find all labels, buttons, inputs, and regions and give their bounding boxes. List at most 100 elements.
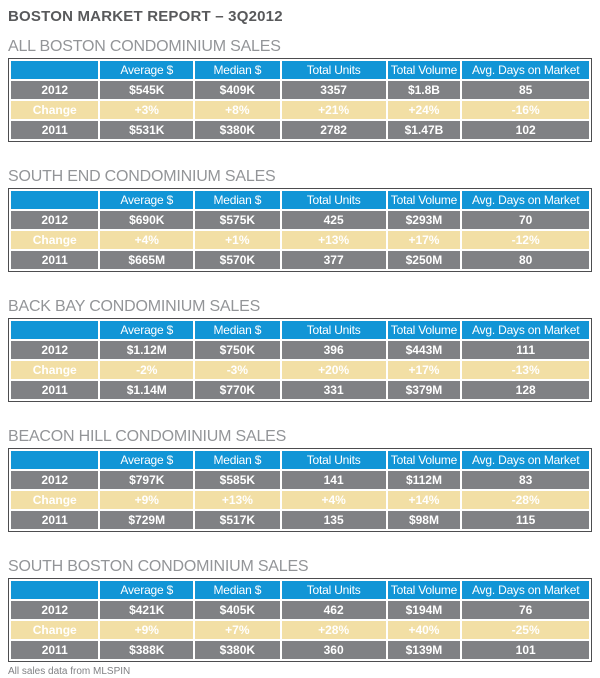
sales-table: Average $ Median $ Total Units Total Volume… — [8, 448, 592, 532]
data-cell: +14% — [387, 491, 461, 509]
table-row: Change -2% -3% +20% +17% -13% — [11, 361, 589, 379]
data-cell: $388K — [100, 641, 194, 659]
sales-section: BEACON HILL CONDOMINIUM SALES Average $ M… — [8, 428, 592, 532]
column-header: Avg. Days on Market — [462, 191, 589, 209]
row-label: 2011 — [11, 121, 99, 139]
column-header: Avg. Days on Market — [462, 451, 589, 469]
data-cell: 111 — [462, 341, 589, 359]
data-cell: 462 — [281, 601, 386, 619]
sales-table: Average $ Median $ Total Units Total Volume… — [8, 58, 592, 142]
row-label: 2012 — [11, 81, 99, 99]
sales-section: SOUTH END CONDOMINIUM SALES Average $ Med… — [8, 168, 592, 272]
data-cell: 425 — [281, 211, 386, 229]
data-cell: $517K — [195, 511, 280, 529]
data-cell: $1.47B — [387, 121, 461, 139]
column-header: Average $ — [100, 61, 194, 79]
sales-table: Average $ Median $ Total Units Total Volume… — [8, 578, 592, 662]
column-header: Total Volume — [387, 451, 461, 469]
data-cell: 360 — [281, 641, 386, 659]
column-header: Median $ — [195, 451, 280, 469]
data-cell: -12% — [462, 231, 589, 249]
data-cell: $194M — [387, 601, 461, 619]
data-cell: $112M — [387, 471, 461, 489]
sections-container: ALL BOSTON CONDOMINIUM SALES Average $ Me… — [8, 38, 592, 662]
data-cell: 141 — [281, 471, 386, 489]
data-cell: 128 — [462, 381, 589, 399]
data-cell: +17% — [387, 231, 461, 249]
table-row: 2012 $690K $575K 425 $293M 70 — [11, 211, 589, 229]
table-row: Change +9% +13% +4% +14% -28% — [11, 491, 589, 509]
column-header-blank — [11, 581, 99, 599]
table-row: Change +9% +7% +28% +40% -25% — [11, 621, 589, 639]
data-cell: $443M — [387, 341, 461, 359]
sales-section: ALL BOSTON CONDOMINIUM SALES Average $ Me… — [8, 38, 592, 142]
data-cell: 83 — [462, 471, 589, 489]
column-header: Total Volume — [387, 61, 461, 79]
header-row: Average $ Median $ Total Units Total Volume… — [11, 191, 589, 209]
table-row: 2012 $797K $585K 141 $112M 83 — [11, 471, 589, 489]
table-row: 2012 $421K $405K 462 $194M 76 — [11, 601, 589, 619]
data-cell: +7% — [195, 621, 280, 639]
column-header: Median $ — [195, 321, 280, 339]
data-cell: $380K — [195, 641, 280, 659]
data-cell: $690K — [100, 211, 194, 229]
table-row: 2011 $1.14M $770K 331 $379M 128 — [11, 381, 589, 399]
data-cell: 396 — [281, 341, 386, 359]
data-cell: $1.14M — [100, 381, 194, 399]
sales-table: Average $ Median $ Total Units Total Volume… — [8, 188, 592, 272]
section-heading: SOUTH BOSTON CONDOMINIUM SALES — [8, 558, 309, 575]
column-header: Total Units — [281, 61, 386, 79]
data-cell: $585K — [195, 471, 280, 489]
data-cell: 70 — [462, 211, 589, 229]
data-cell: $380K — [195, 121, 280, 139]
data-cell: +40% — [387, 621, 461, 639]
data-cell: 3357 — [281, 81, 386, 99]
section-heading: ALL BOSTON CONDOMINIUM SALES — [8, 38, 281, 55]
data-cell: -25% — [462, 621, 589, 639]
column-header: Median $ — [195, 61, 280, 79]
data-cell: 101 — [462, 641, 589, 659]
column-header: Total Volume — [387, 321, 461, 339]
column-header: Average $ — [100, 191, 194, 209]
table-row: 2011 $729M $517K 135 $98M 115 — [11, 511, 589, 529]
data-cell: 2782 — [281, 121, 386, 139]
data-cell: $770K — [195, 381, 280, 399]
data-cell: 115 — [462, 511, 589, 529]
data-cell: 102 — [462, 121, 589, 139]
column-header: Total Units — [281, 321, 386, 339]
row-label: 2011 — [11, 641, 99, 659]
section-heading: BEACON HILL CONDOMINIUM SALES — [8, 428, 287, 445]
data-cell: +9% — [100, 491, 194, 509]
sales-section: BACK BAY CONDOMINIUM SALES Average $ Medi… — [8, 298, 592, 402]
column-header: Median $ — [195, 191, 280, 209]
data-cell: $405K — [195, 601, 280, 619]
section-heading: SOUTH END CONDOMINIUM SALES — [8, 168, 276, 185]
data-cell: 85 — [462, 81, 589, 99]
data-cell: -3% — [195, 361, 280, 379]
column-header-blank — [11, 451, 99, 469]
data-cell: -2% — [100, 361, 194, 379]
data-cell: 76 — [462, 601, 589, 619]
data-cell: $570K — [195, 251, 280, 269]
row-label: Change — [11, 361, 99, 379]
header-row: Average $ Median $ Total Units Total Volume… — [11, 581, 589, 599]
header-row: Average $ Median $ Total Units Total Volume… — [11, 61, 589, 79]
section-heading: BACK BAY CONDOMINIUM SALES — [8, 298, 261, 315]
data-cell: $98M — [387, 511, 461, 529]
column-header: Total Units — [281, 191, 386, 209]
data-cell: $379M — [387, 381, 461, 399]
data-cell: 80 — [462, 251, 589, 269]
table-row: Change +3% +8% +21% +24% -16% — [11, 101, 589, 119]
data-cell: +17% — [387, 361, 461, 379]
header-row: Average $ Median $ Total Units Total Volume… — [11, 451, 589, 469]
data-cell: +4% — [281, 491, 386, 509]
data-cell: $665M — [100, 251, 194, 269]
data-cell: +8% — [195, 101, 280, 119]
row-label: 2012 — [11, 341, 99, 359]
sales-section: SOUTH BOSTON CONDOMINIUM SALES Average $… — [8, 558, 592, 662]
table-row: 2011 $531K $380K 2782 $1.47B 102 — [11, 121, 589, 139]
header-row: Average $ Median $ Total Units Total Volume… — [11, 321, 589, 339]
column-header-blank — [11, 61, 99, 79]
data-cell: $729M — [100, 511, 194, 529]
